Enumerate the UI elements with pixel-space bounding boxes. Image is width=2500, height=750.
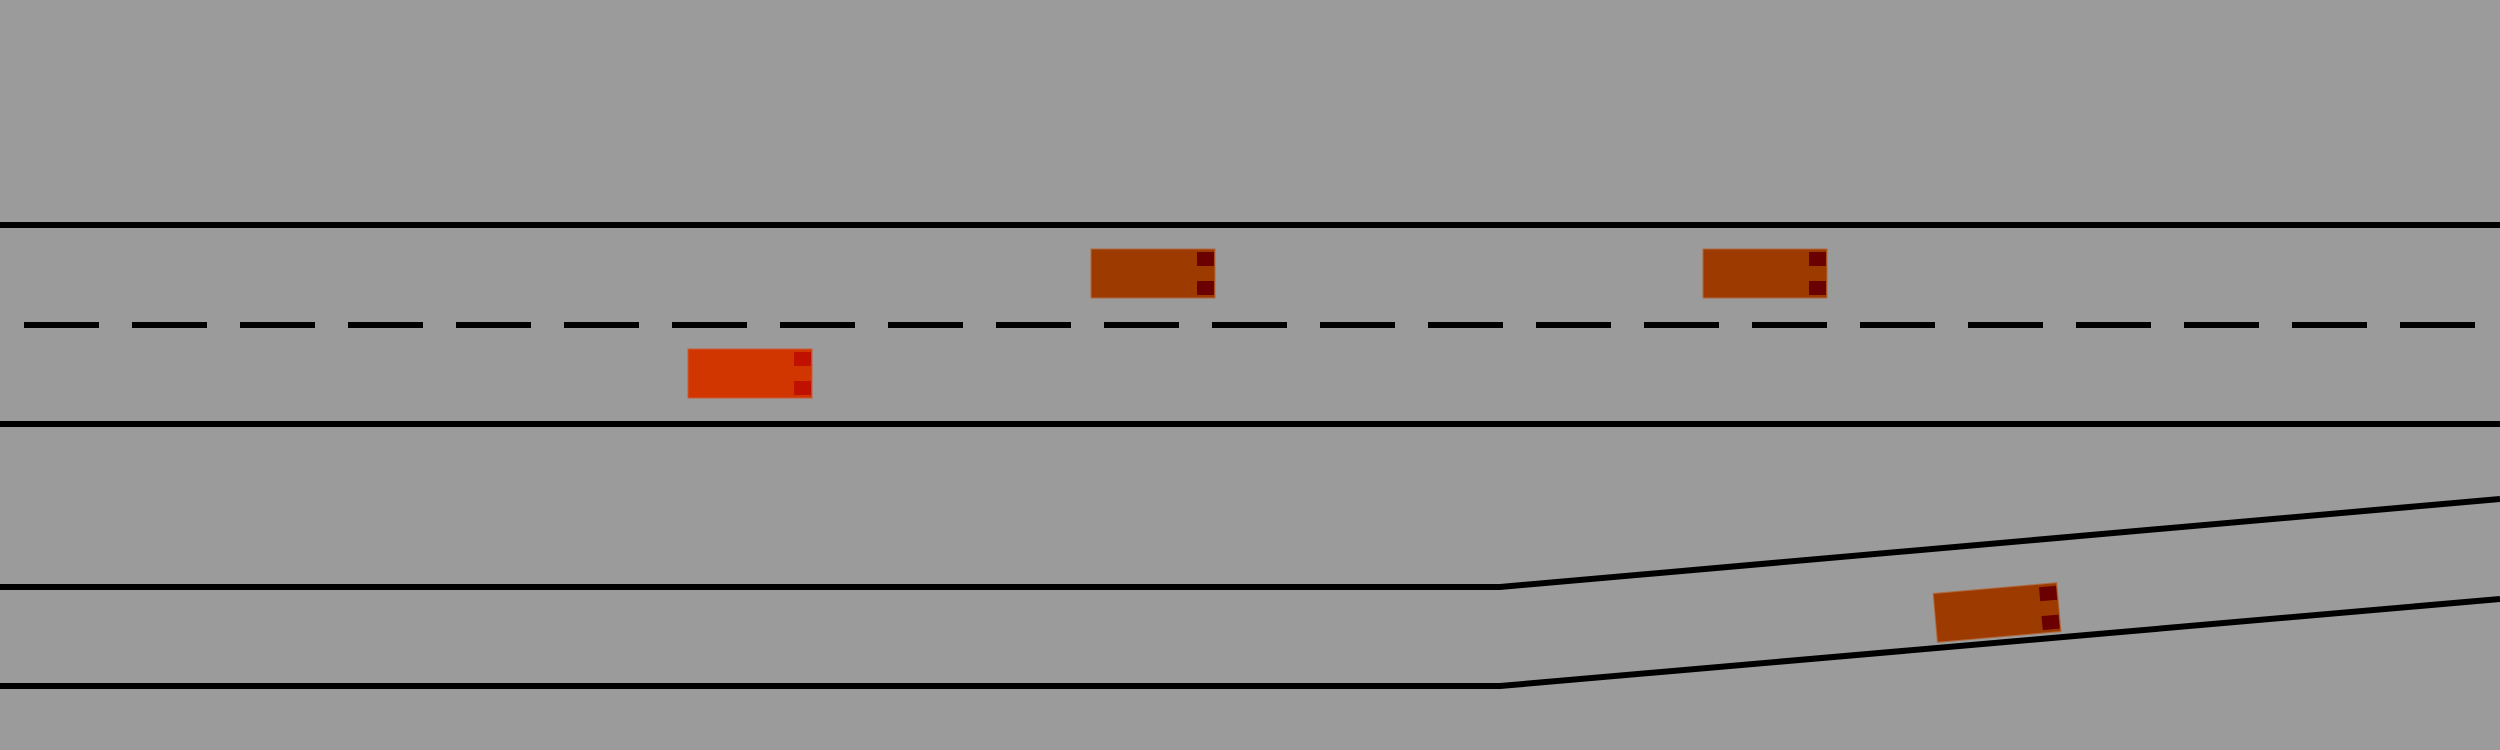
vehicle-other-2 xyxy=(1702,248,1828,299)
vehicle-headlight xyxy=(1809,252,1826,266)
merge-lane-top-edge xyxy=(0,496,2500,590)
vehicle-headlight xyxy=(1809,281,1826,295)
road-markings xyxy=(0,222,2500,689)
vehicle-other-1 xyxy=(1090,248,1216,299)
vehicle-other-3 xyxy=(1932,582,2062,643)
vehicle-headlight xyxy=(1197,281,1214,295)
vehicle-headlight xyxy=(794,352,811,366)
vehicle-body xyxy=(687,348,813,399)
vehicle-headlight xyxy=(1197,252,1214,266)
vehicle-headlight xyxy=(2041,614,2060,631)
vehicle-headlight xyxy=(2039,585,2058,602)
vehicle-headlight xyxy=(794,381,811,395)
merge-lane-bottom-edge xyxy=(0,596,2500,689)
vehicle-body xyxy=(1702,248,1828,299)
vehicle-body xyxy=(1090,248,1216,299)
vehicle-body xyxy=(1932,582,2062,643)
vehicle-ego xyxy=(687,348,813,399)
